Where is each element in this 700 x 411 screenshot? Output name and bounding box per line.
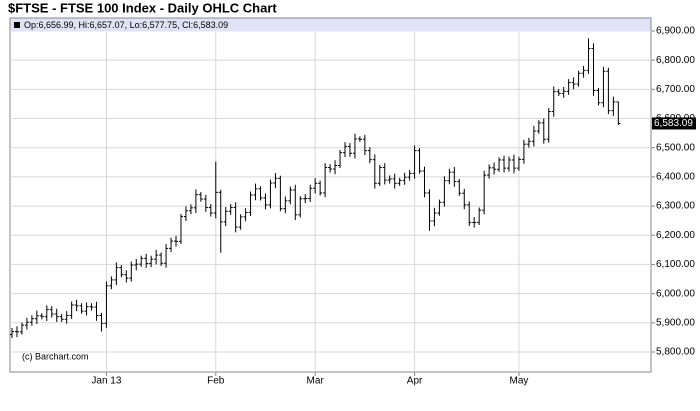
y-tick-label: 6,400.00 xyxy=(656,172,695,183)
y-tick-label: 6,300.00 xyxy=(656,201,695,212)
y-tick-label: 6,200.00 xyxy=(656,230,695,241)
x-tick-label: May xyxy=(509,376,528,387)
y-tick-label: 6,800.00 xyxy=(656,55,695,66)
y-tick-label: 6,900.00 xyxy=(656,26,695,37)
x-tick-label: Jan 13 xyxy=(91,376,121,387)
x-tick-label: Apr xyxy=(407,376,423,387)
x-tick-label: Feb xyxy=(207,376,225,387)
last-price-box xyxy=(652,117,696,130)
y-tick-label: 6,100.00 xyxy=(656,259,695,270)
y-tick-label: 6,500.00 xyxy=(656,142,695,153)
y-tick-label: 5,900.00 xyxy=(656,317,695,328)
legend-swatch xyxy=(14,22,20,28)
x-tick-label: Mar xyxy=(307,376,325,387)
y-tick-label: 5,800.00 xyxy=(656,347,695,358)
annotation: (c) Barchart.com xyxy=(22,351,89,361)
plot-frame xyxy=(9,17,652,373)
y-tick-label: 6,000.00 xyxy=(656,288,695,299)
chart-title: $FTSE - FTSE 100 Index - Daily OHLC Char… xyxy=(8,0,277,15)
legend-text: Op:6,656.99, Hi:6,657.07, Lo:6,577.75, C… xyxy=(24,20,228,30)
y-tick-label: 6,700.00 xyxy=(656,84,695,95)
last-price-label: 6,583.09 xyxy=(654,118,693,129)
legend-band xyxy=(10,18,651,32)
